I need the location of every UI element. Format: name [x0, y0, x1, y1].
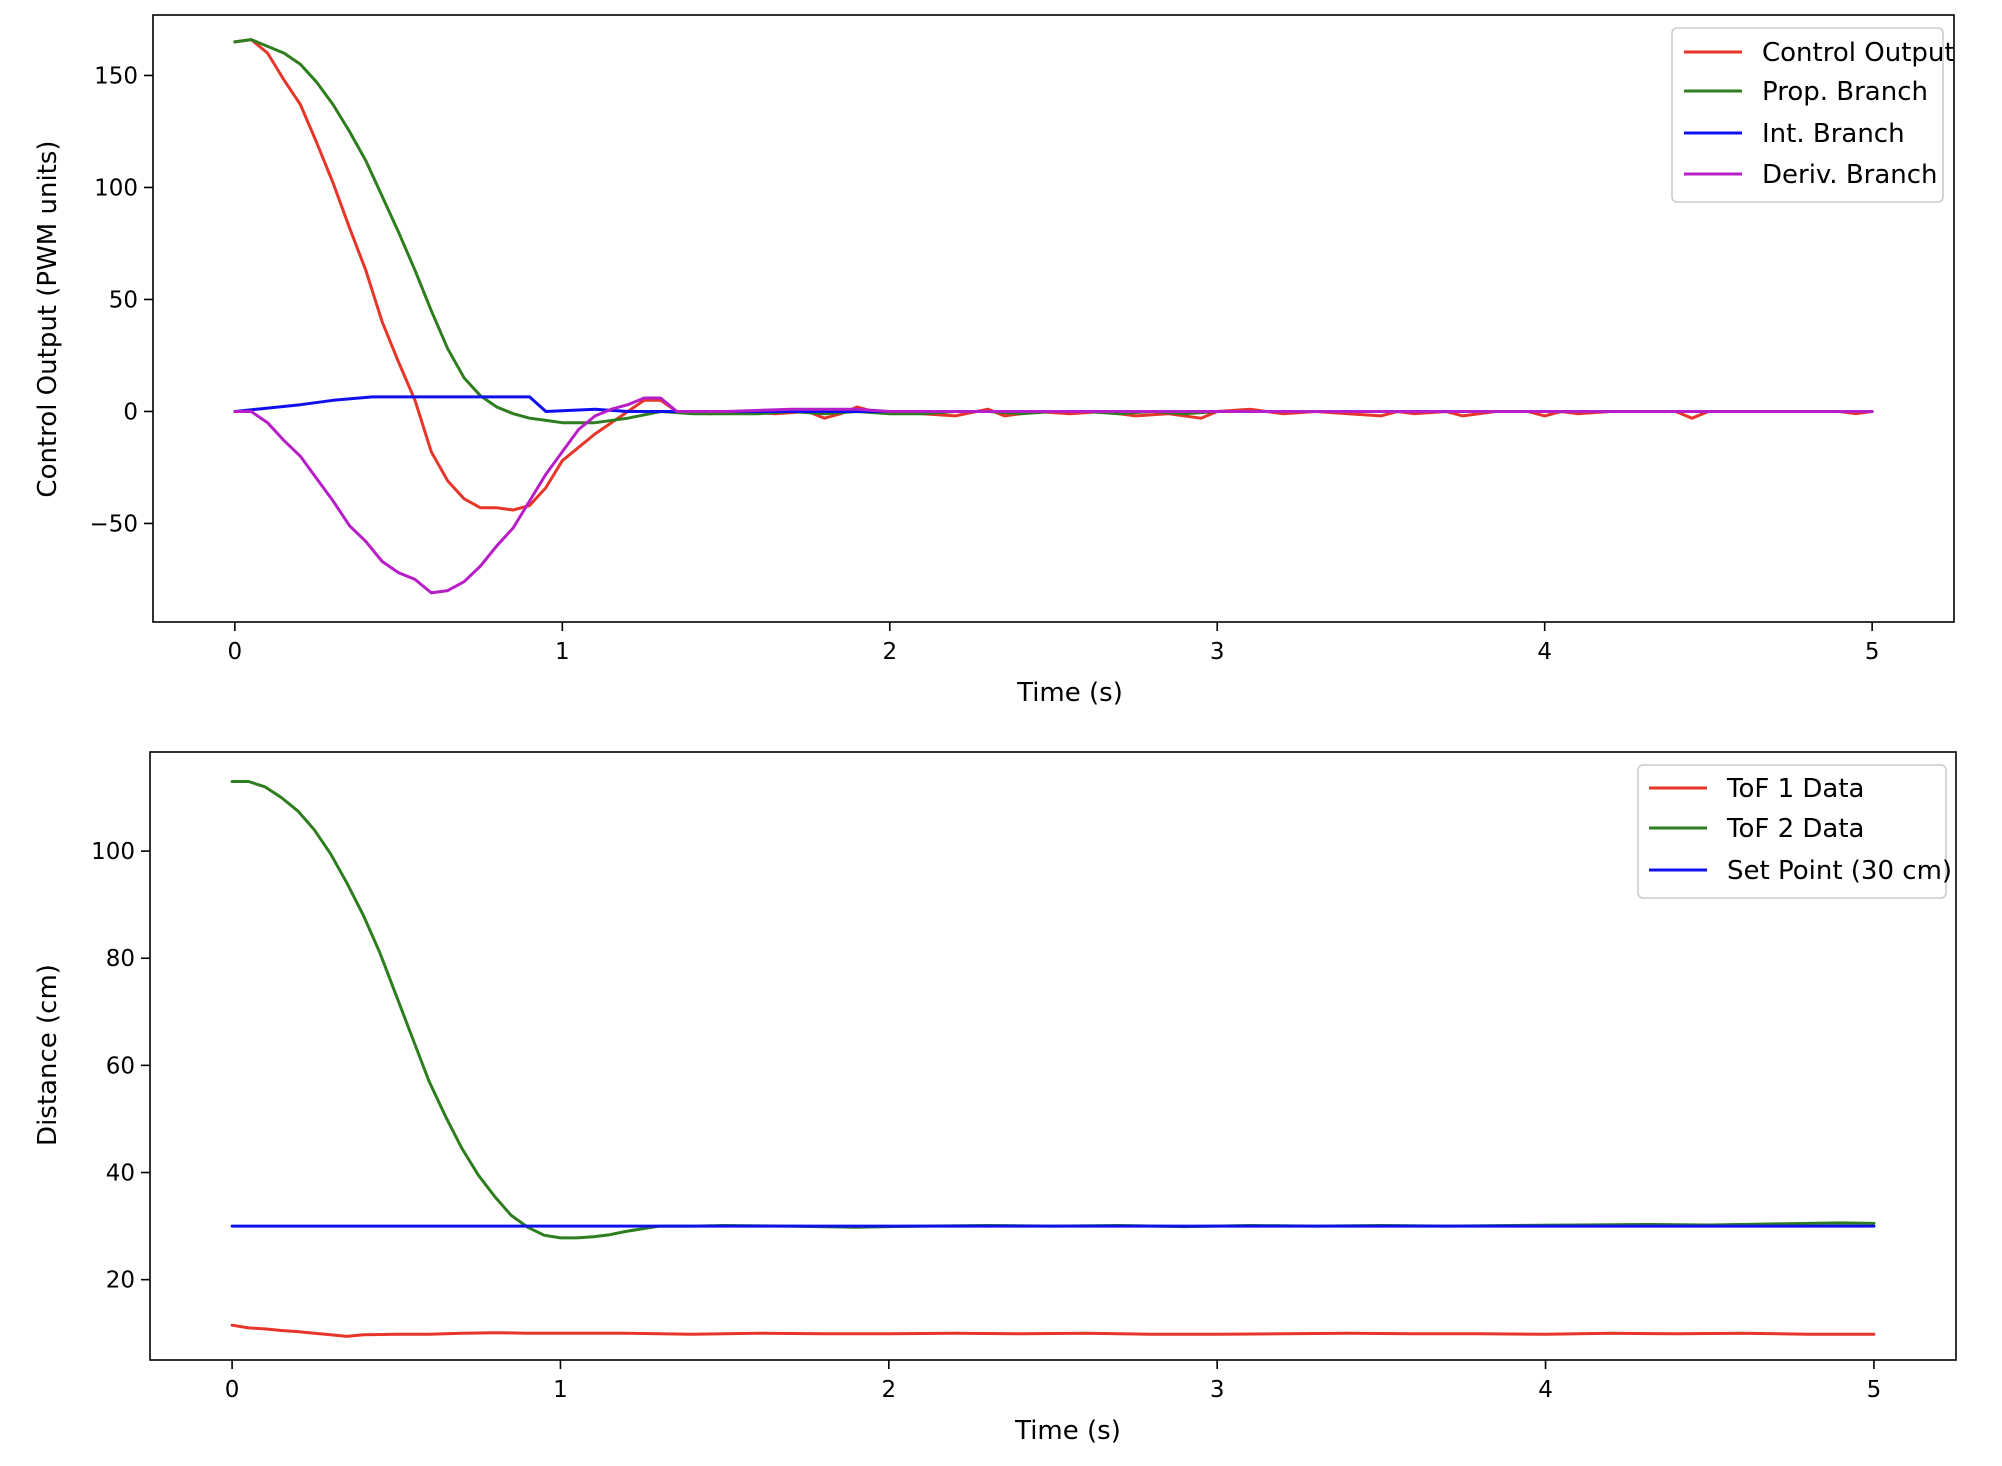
y-tick-label: 40 [106, 1161, 135, 1187]
y-tick-label: −50 [89, 511, 138, 537]
y-tick-label: 80 [106, 946, 135, 972]
top-x-axis-label: Time (s) [1016, 678, 1123, 708]
legend-item-tof2: ToF 2 Data [1649, 814, 1864, 844]
x-tick-label: 1 [555, 639, 570, 665]
top-legend-box [1671, 27, 1944, 203]
x-tick-label: 1 [553, 1377, 568, 1403]
series-line-prop-branch [233, 38, 1874, 425]
series-line-int-branch [233, 395, 1874, 413]
legend-label-tof1: ToF 1 Data [1726, 774, 1864, 804]
legend-item-control-output: Control Output [1684, 38, 1955, 68]
y-tick-label: 50 [109, 287, 138, 313]
bottom-series-group [230, 780, 1876, 1338]
x-tick-label: 5 [1865, 639, 1880, 665]
bottom-plot-frame [149, 751, 1957, 1361]
y-tick-label: 150 [94, 63, 138, 89]
y-tick-label: 100 [91, 839, 135, 865]
x-tick-label: 0 [228, 639, 243, 665]
legend-item-int-branch: Int. Branch [1684, 119, 1905, 149]
bottom-x-axis-label: Time (s) [1014, 1416, 1121, 1446]
y-tick-label: 60 [106, 1053, 135, 1079]
series-line-tof-2-data [230, 780, 1876, 1240]
chart-control-output: 0 1 2 3 4 5 −50 0 50 100 150 Time (s) Control Out… [33, 14, 1955, 708]
top-plot-frame [152, 14, 1955, 623]
legend-label-set-point: Set Point (30 cm) [1727, 856, 1952, 886]
x-tick-label: 3 [1210, 639, 1225, 665]
top-x-ticks: 0 1 2 3 4 5 [228, 622, 1880, 665]
series-line-tof-1-data [230, 1323, 1876, 1338]
top-y-ticks: −50 0 50 100 150 [89, 63, 153, 537]
x-tick-label: 2 [881, 1377, 896, 1403]
bottom-legend-box [1637, 764, 1947, 899]
bottom-y-ticks: 20 40 60 80 100 [91, 839, 150, 1294]
legend-item-deriv-branch: Deriv. Branch [1684, 160, 1938, 190]
legend-label-control-output: Control Output [1762, 38, 1955, 68]
series-line-deriv-branch [233, 396, 1874, 595]
legend-label-int-branch: Int. Branch [1762, 119, 1905, 149]
bottom-y-axis-label: Distance (cm) [33, 964, 63, 1146]
x-tick-label: 4 [1538, 1377, 1553, 1403]
top-series-group [233, 38, 1874, 595]
y-tick-label: 0 [123, 399, 138, 425]
chart-distance: 0 1 2 3 4 5 20 40 60 80 100 Time (s) Distance (cm… [33, 751, 1957, 1446]
legend-item-set-point: Set Point (30 cm) [1649, 856, 1952, 886]
x-tick-label: 0 [225, 1377, 240, 1403]
legend-item-tof1: ToF 1 Data [1649, 774, 1864, 804]
legend-label-deriv-branch: Deriv. Branch [1762, 160, 1938, 190]
legend-label-prop-branch: Prop. Branch [1762, 77, 1928, 107]
y-tick-label: 100 [94, 175, 138, 201]
top-legend: Control Output Prop. Branch Int. Branch … [1671, 27, 1955, 203]
legend-label-tof2: ToF 2 Data [1726, 814, 1864, 844]
x-tick-label: 3 [1210, 1377, 1225, 1403]
x-tick-label: 4 [1537, 639, 1552, 665]
x-tick-label: 2 [882, 639, 897, 665]
y-tick-label: 20 [106, 1268, 135, 1294]
x-tick-label: 5 [1867, 1377, 1882, 1403]
legend-item-prop-branch: Prop. Branch [1684, 77, 1928, 107]
bottom-legend: ToF 1 Data ToF 2 Data Set Point (30 cm) [1637, 764, 1952, 899]
bottom-x-ticks: 0 1 2 3 4 5 [225, 1360, 1881, 1403]
top-y-axis-label: Control Output (PWM units) [33, 140, 63, 497]
series-line-control-output [233, 38, 1874, 512]
